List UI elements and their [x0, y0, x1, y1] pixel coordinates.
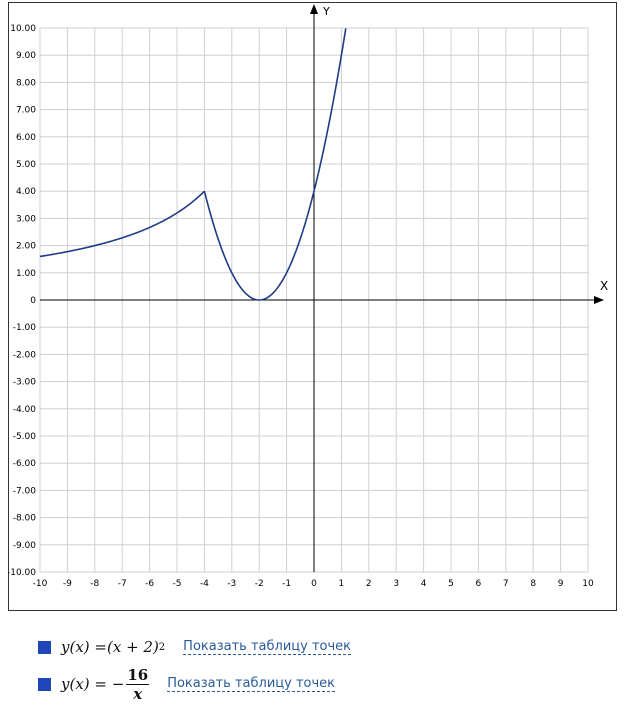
x-tick-label: 7: [503, 579, 509, 589]
y-tick-label: -1.00: [13, 323, 37, 333]
y-tick-label: 3.00: [16, 214, 36, 224]
x-tick-label: 4: [421, 579, 427, 589]
y-tick-label: 10.00: [10, 24, 36, 34]
x-tick-label: -7: [118, 579, 127, 589]
legend-row-2: y(x) = − 16 x Показать таблицу точек: [38, 665, 336, 703]
chart-svg: XY-10 -9 -8 -7 -6 -5 -4 -3 -2 -1 0 1 2 3 4 5 6 7 8 9 1010.00…: [9, 4, 608, 589]
x-tick-label: 6: [476, 579, 482, 589]
series-2-fraction: 16 x: [126, 665, 150, 703]
y-tick-label: -2.00: [13, 350, 37, 360]
x-axis-arrow: [594, 296, 604, 304]
y-tick-label: -10.00: [9, 568, 36, 578]
series-1-table-link[interactable]: Показать таблицу точек: [183, 639, 352, 655]
y-tick-label: 9.00: [16, 51, 36, 61]
chart-frame: X Y -10 -9 -8 -7 -6 -5 -4 -3 -2 -1 0 1 2 3 4 5 6 7 8 9 10 10.00…: [8, 2, 617, 611]
x-tick-label: 1: [339, 579, 345, 589]
series-2-formula: y(x) = − 16 x: [61, 665, 150, 703]
y-tick-label: -9.00: [13, 541, 37, 551]
series-1-swatch: [38, 640, 51, 654]
x-tick-label: 2: [366, 579, 372, 589]
legend-row-1: y(x) = (x + 2) 2 Показать таблицу точек: [38, 631, 352, 663]
y-tick-label: -7.00: [13, 486, 37, 496]
x-tick-label: 5: [448, 579, 454, 589]
y-axis-label: Y: [322, 5, 330, 18]
series-2-table-link[interactable]: Показать таблицу точек: [167, 676, 336, 692]
y-tick-label: 5.00: [16, 160, 36, 170]
y-tick-label: 2.00: [16, 242, 36, 252]
y-tick-label: 0: [30, 296, 36, 306]
x-tick-label: -2: [255, 579, 264, 589]
x-tick-label: -4: [200, 579, 209, 589]
x-tick-label: 9: [558, 579, 564, 589]
series-line-1: [203, 28, 347, 301]
y-tick-label: 4.00: [16, 187, 36, 197]
y-tick-label: -4.00: [13, 405, 37, 415]
series-2-swatch: [38, 677, 51, 691]
x-tick-label: -5: [173, 579, 182, 589]
y-tick-label: -6.00: [13, 459, 37, 469]
y-axis-arrow: [310, 4, 318, 14]
y-tick-label: 1.00: [16, 269, 36, 279]
y-tick-label: -8.00: [13, 514, 37, 524]
series-1-formula: y(x) = (x + 2) 2: [61, 638, 166, 656]
y-tick-label: 6.00: [16, 133, 36, 143]
x-tick-label: -3: [227, 579, 236, 589]
x-axis-label: X: [600, 279, 608, 293]
x-tick-label: -9: [63, 579, 72, 589]
x-tick-label: -1: [282, 579, 291, 589]
x-tick-label: 8: [530, 579, 536, 589]
y-tick-label: 7.00: [16, 106, 36, 116]
y-tick-label: 8.00: [16, 78, 36, 88]
x-tick-label: -6: [145, 579, 154, 589]
x-tick-label: 3: [393, 579, 399, 589]
x-tick-label: 10: [582, 579, 594, 589]
x-tick-label: 0: [311, 579, 317, 589]
y-tick-label: -3.00: [13, 378, 37, 388]
y-tick-label: -5.00: [13, 432, 37, 442]
x-tick-label: -10: [33, 579, 48, 589]
series-line-2: [39, 190, 205, 258]
x-tick-label: -8: [90, 579, 99, 589]
